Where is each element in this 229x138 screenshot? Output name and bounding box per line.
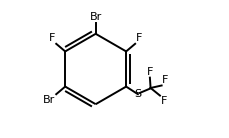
Text: Br: Br — [43, 95, 55, 105]
Text: F: F — [160, 95, 166, 106]
Text: F: F — [146, 67, 153, 77]
Text: F: F — [135, 33, 142, 43]
Text: F: F — [162, 75, 168, 85]
Text: S: S — [134, 89, 141, 99]
Text: Br: Br — [89, 12, 101, 22]
Text: F: F — [49, 33, 55, 43]
